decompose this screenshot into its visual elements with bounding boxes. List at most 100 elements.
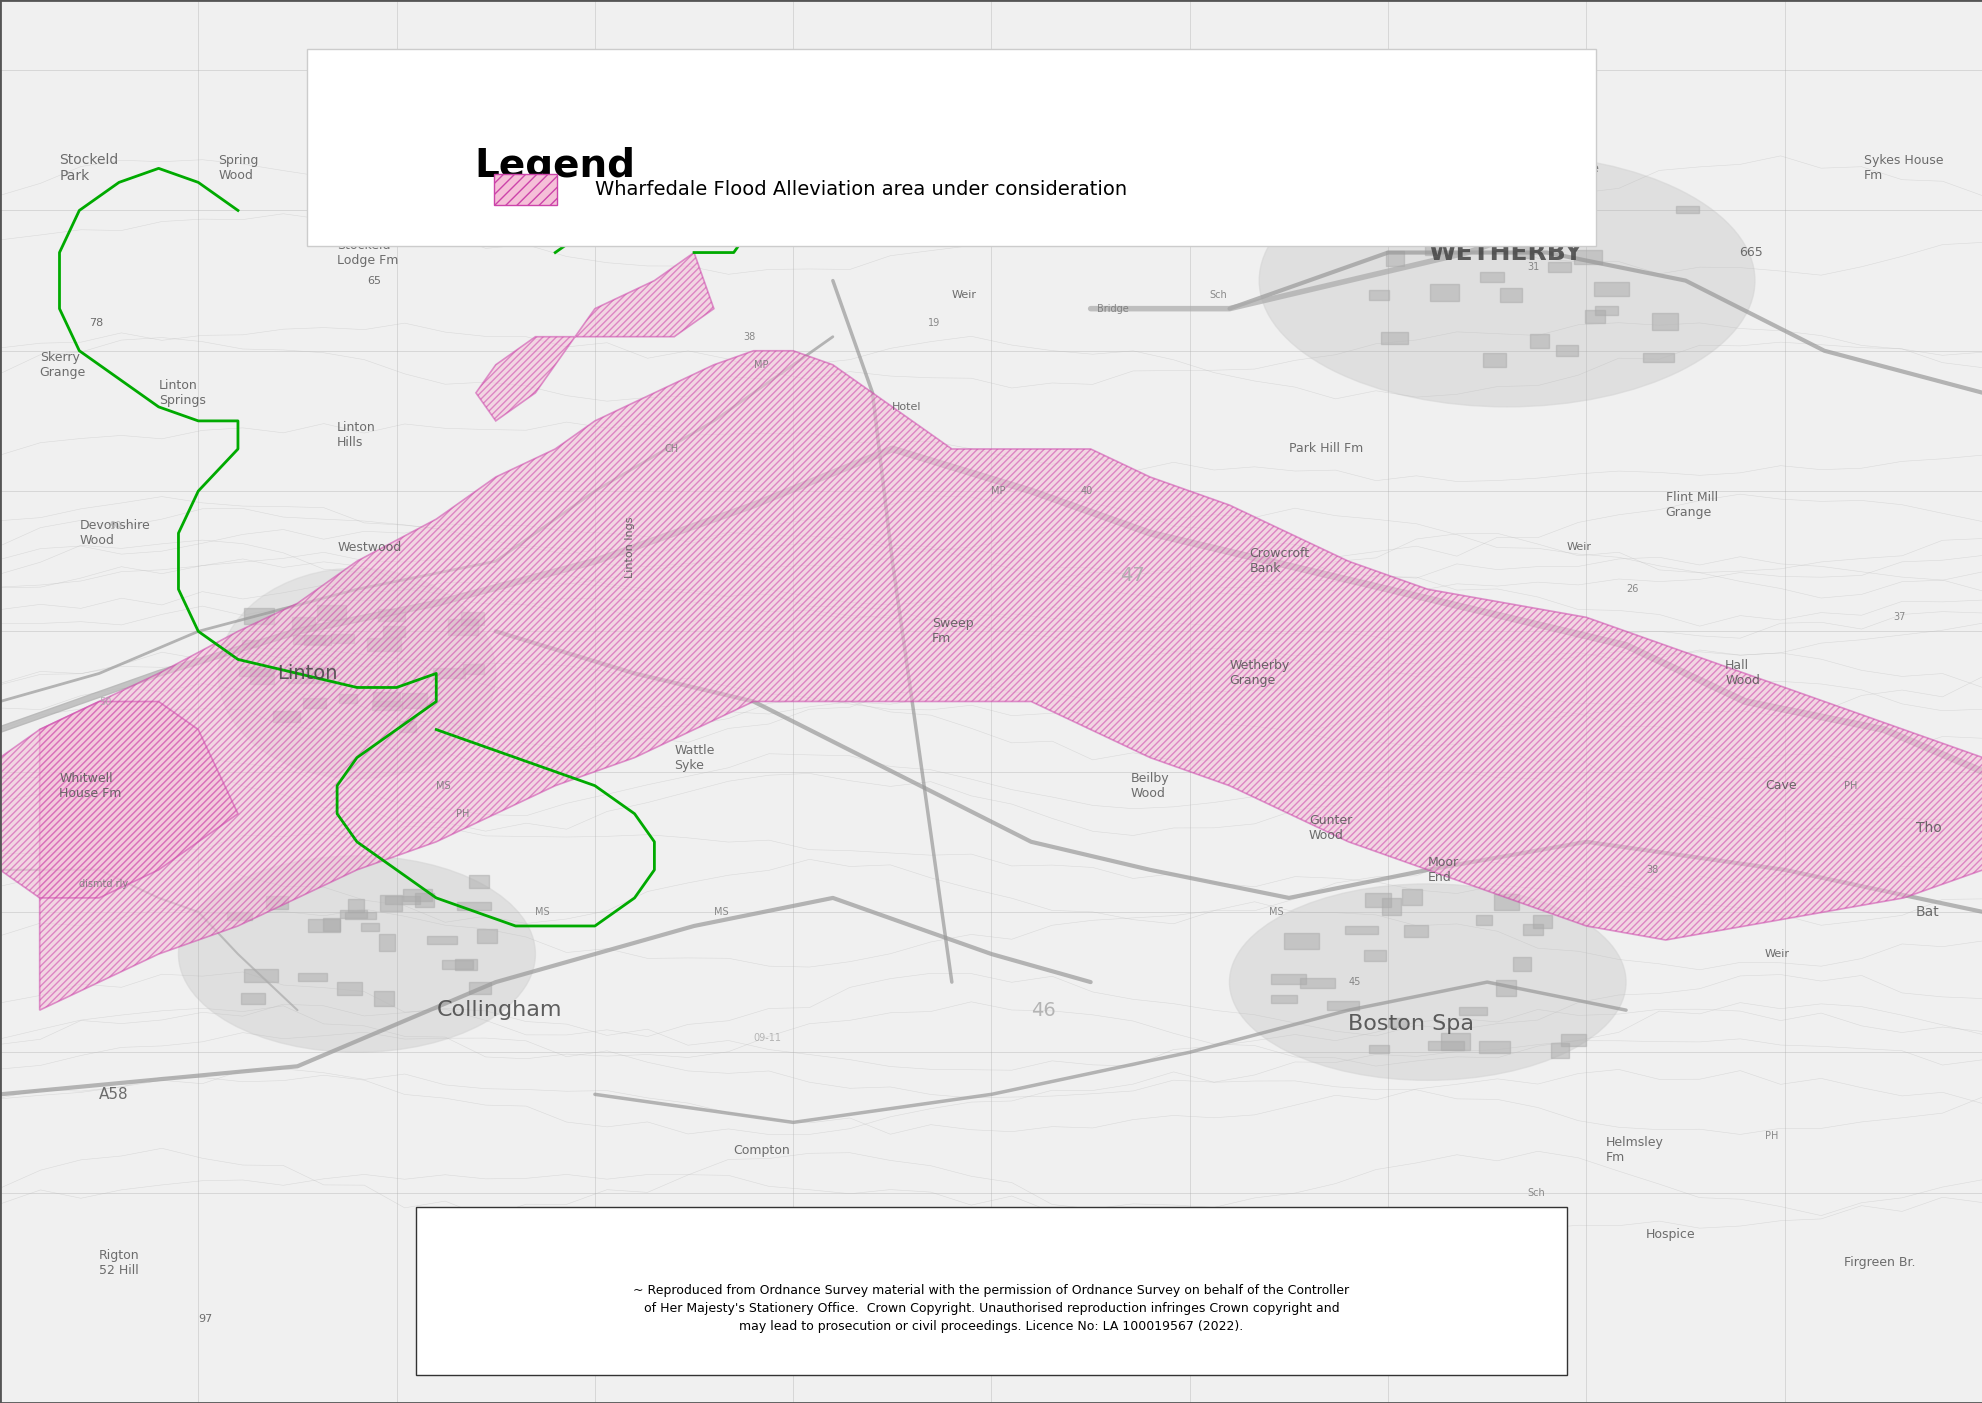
Bar xyxy=(309,666,333,683)
Text: 09-11: 09-11 xyxy=(753,1033,781,1044)
Text: Rigton
52 Hill: Rigton 52 Hill xyxy=(99,1249,139,1277)
Text: Sykes House
Fm: Sykes House Fm xyxy=(1863,154,1942,182)
Bar xyxy=(1560,199,1590,212)
Bar xyxy=(1385,251,1403,267)
Bar xyxy=(375,991,394,1006)
Bar xyxy=(1522,923,1542,936)
Bar xyxy=(1282,933,1318,948)
Text: Devonshire
Wood: Devonshire Wood xyxy=(79,519,151,547)
Ellipse shape xyxy=(178,856,535,1052)
Bar xyxy=(462,612,484,626)
Bar xyxy=(442,960,472,968)
FancyBboxPatch shape xyxy=(416,1207,1566,1375)
Bar xyxy=(456,902,490,909)
Bar xyxy=(373,700,402,710)
Bar xyxy=(470,982,492,995)
Text: Collingham: Collingham xyxy=(436,1000,561,1020)
Bar xyxy=(1641,354,1673,362)
Polygon shape xyxy=(40,351,1982,1010)
Bar xyxy=(414,892,434,908)
Bar xyxy=(426,936,458,944)
Bar xyxy=(1479,1041,1510,1054)
Bar xyxy=(303,697,325,709)
Bar xyxy=(1477,191,1512,203)
Bar xyxy=(432,668,464,678)
Bar xyxy=(1364,950,1385,961)
Text: Skerry
Grange: Skerry Grange xyxy=(40,351,85,379)
Text: CH: CH xyxy=(664,443,678,455)
Polygon shape xyxy=(0,702,238,898)
Text: 47: 47 xyxy=(1120,565,1144,585)
Bar xyxy=(339,909,367,918)
Bar xyxy=(1651,313,1677,330)
Bar xyxy=(456,960,478,969)
Text: Racecourse: Racecourse xyxy=(1526,161,1599,175)
Text: A58: A58 xyxy=(99,1087,129,1101)
Bar xyxy=(1368,290,1389,300)
Bar xyxy=(1528,334,1548,348)
Bar xyxy=(1475,915,1490,925)
Bar xyxy=(1574,250,1601,264)
Bar xyxy=(402,890,432,901)
Bar xyxy=(1548,262,1570,272)
Bar xyxy=(381,895,402,911)
Bar xyxy=(244,969,277,982)
Ellipse shape xyxy=(218,568,496,779)
Bar xyxy=(1594,282,1629,296)
Text: Sweep
Fm: Sweep Fm xyxy=(932,617,973,645)
Text: Hotel: Hotel xyxy=(892,401,922,412)
Bar xyxy=(1479,272,1502,282)
Bar xyxy=(1483,352,1506,368)
Bar xyxy=(1532,915,1550,927)
Bar xyxy=(1494,895,1518,911)
Text: Spring
Wood: Spring Wood xyxy=(218,154,258,182)
Bar xyxy=(1514,243,1532,258)
Bar xyxy=(402,693,426,709)
Bar xyxy=(291,617,315,629)
Text: MS: MS xyxy=(565,107,579,118)
Bar xyxy=(349,899,365,912)
Text: Park Hill Fm: Park Hill Fm xyxy=(1288,442,1362,456)
Text: MS: MS xyxy=(1268,906,1282,918)
Bar xyxy=(238,666,274,676)
Text: 46: 46 xyxy=(1031,1000,1054,1020)
Bar xyxy=(1425,244,1443,255)
Bar xyxy=(448,619,478,636)
Bar xyxy=(1494,979,1514,996)
Ellipse shape xyxy=(1229,884,1625,1080)
Bar xyxy=(345,912,375,919)
Text: 27: 27 xyxy=(1546,93,1558,104)
Bar xyxy=(383,626,404,637)
Bar xyxy=(323,918,339,930)
Text: Gunter
Wood: Gunter Wood xyxy=(1308,814,1352,842)
Text: Linton: Linton xyxy=(277,664,339,683)
Text: Sch: Sch xyxy=(1209,289,1227,300)
Text: Cave: Cave xyxy=(1764,779,1796,793)
Bar xyxy=(244,607,274,624)
Text: Wharfedale Flood Alleviation area under consideration: Wharfedale Flood Alleviation area under … xyxy=(595,180,1126,199)
Polygon shape xyxy=(476,253,714,421)
Bar xyxy=(361,923,379,932)
Bar xyxy=(1435,231,1461,243)
Ellipse shape xyxy=(1259,154,1754,407)
Text: Flint Mill
Grange: Flint Mill Grange xyxy=(1665,491,1716,519)
Bar xyxy=(1381,898,1399,915)
Bar xyxy=(228,912,252,920)
Text: Boston Spa: Boston Spa xyxy=(1348,1014,1475,1034)
Bar xyxy=(398,721,416,731)
Bar xyxy=(1459,1007,1486,1014)
Bar xyxy=(1326,1002,1360,1010)
Text: Westwood: Westwood xyxy=(337,540,400,554)
Text: WETHERBY: WETHERBY xyxy=(1427,240,1582,265)
Text: PH: PH xyxy=(1843,780,1857,791)
Text: 65: 65 xyxy=(367,275,381,286)
Bar xyxy=(1584,310,1605,323)
Text: 37: 37 xyxy=(1893,612,1905,623)
Bar xyxy=(287,668,307,683)
Text: Moor
End: Moor End xyxy=(1427,856,1459,884)
Bar xyxy=(339,693,357,703)
Text: Beilby
Wood: Beilby Wood xyxy=(1130,772,1167,800)
Text: Wetherby
Grange: Wetherby Grange xyxy=(1229,659,1288,687)
Bar xyxy=(1449,215,1477,229)
Bar xyxy=(272,711,299,721)
